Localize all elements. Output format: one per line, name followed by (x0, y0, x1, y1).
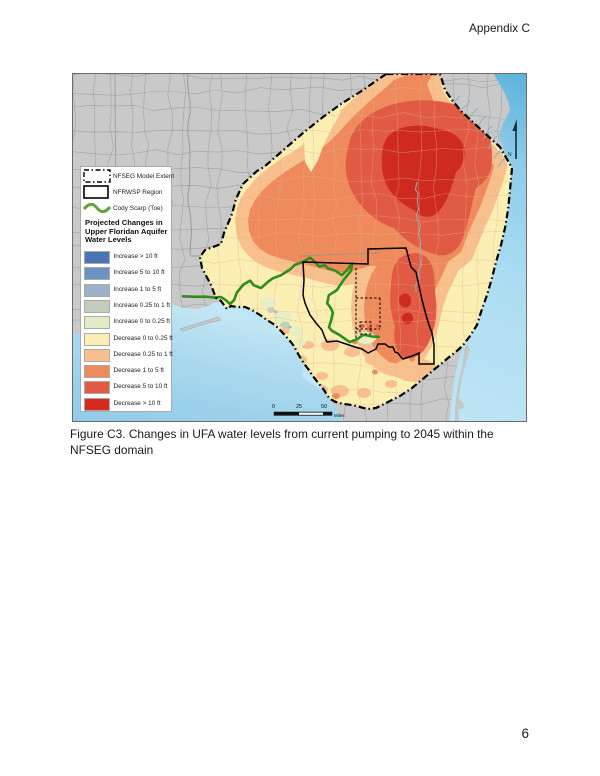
svg-text:25: 25 (296, 404, 302, 410)
svg-text:N: N (508, 152, 512, 158)
svg-text:Miles: Miles (334, 413, 345, 418)
svg-text:0: 0 (272, 404, 275, 410)
svg-text:50: 50 (321, 404, 327, 410)
